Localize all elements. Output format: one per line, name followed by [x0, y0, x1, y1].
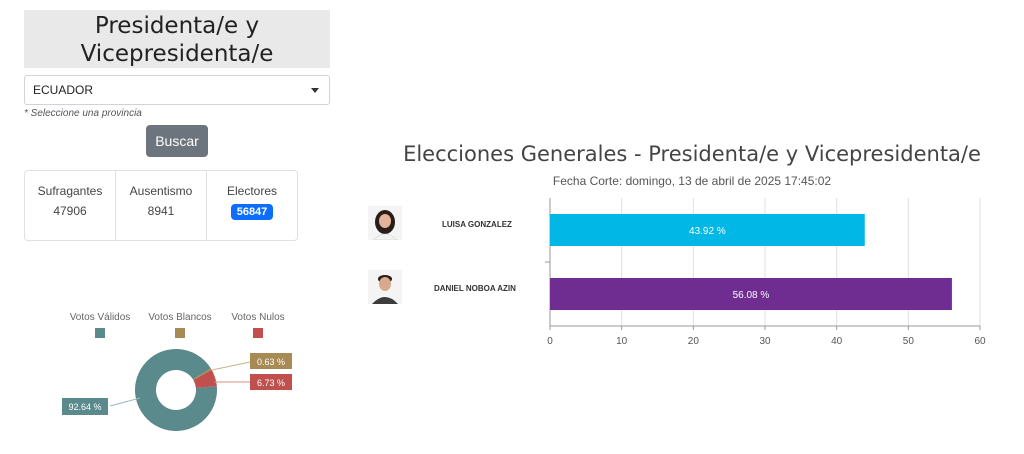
stat-ausentismo-label: Ausentismo: [129, 184, 193, 198]
legend-swatch-nulos: [253, 328, 263, 338]
x-tick-label: 10: [616, 336, 628, 347]
x-tick-label: 40: [831, 336, 843, 347]
x-tick-label: 30: [759, 336, 771, 347]
results-panel: Elecciones Generales - Presidenta/e y Vi…: [360, 130, 1024, 454]
bar-chart: 43.92 % 56.08 % 0 10 20 30 40 50 60: [545, 198, 986, 347]
x-tick-label: 20: [688, 336, 700, 347]
page-title-line-1: Presidenta/e y: [94, 13, 260, 39]
donut-label-validos-text: 92.64 %: [68, 402, 101, 412]
legend-label-blancos: Votos Blancos: [148, 312, 212, 323]
donut-label-nulos: 6.73 %: [250, 374, 292, 390]
candidate-name-daniel-noboa: DANIEL NOBOA AZIN: [434, 284, 516, 293]
callout-line-validos: [109, 397, 141, 407]
stat-sufragantes-label: Sufragantes: [37, 184, 103, 198]
stats-card: Sufragantes 47906 Ausentismo 8941 Electo…: [24, 170, 298, 241]
bar-daniel-noboa[interactable]: [550, 278, 952, 310]
legend-item-nulos[interactable]: Votos Nulos: [218, 312, 298, 338]
donut-slice-nulos[interactable]: [193, 369, 217, 389]
candidate-photo-luisa-gonzalez: [368, 206, 402, 240]
stat-sufragantes-value: 47906: [53, 204, 87, 218]
candidate-name-luisa-gonzalez: LUISA GONZALEZ: [442, 220, 512, 229]
bar-value-label-daniel-noboa: 56.08 %: [733, 290, 770, 301]
donut-slice-blancos[interactable]: [192, 368, 212, 381]
donut-label-nulos-text: 6.73 %: [257, 378, 285, 388]
x-tick-label: 60: [974, 336, 986, 347]
chart-subtitle: Fecha Corte: domingo, 13 de abril de 202…: [552, 174, 832, 188]
donut-slice-validos[interactable]: [134, 349, 217, 431]
donut-label-blancos: 0.63 %: [250, 353, 292, 369]
stat-electores: Electores 56847: [207, 171, 297, 240]
legend-label-validos: Votos Válidos: [69, 312, 131, 323]
donut-chart: 0.63 % 6.73 % 92.64 %: [62, 349, 292, 431]
x-tick-label: 50: [903, 336, 915, 347]
donut-label-validos: 92.64 %: [62, 398, 108, 415]
legend-swatch-blancos: [175, 328, 185, 338]
legend-label-nulos: Votos Nulos: [231, 312, 285, 323]
stat-electores-label: Electores: [226, 184, 278, 198]
province-select[interactable]: ECUADOR: [24, 75, 330, 105]
filter-panel: Presidenta/e y Vicepresidenta/e ECUADOR …: [0, 0, 340, 454]
callout-line-blancos: [211, 361, 251, 371]
caret-down-icon: [311, 88, 319, 93]
province-hint: * Seleccione una provincia: [24, 108, 142, 119]
page-title-line-2: Vicepresidenta/e: [80, 41, 274, 67]
page-title: Presidenta/e y Vicepresidenta/e: [24, 10, 330, 68]
stat-ausentismo-value: 8941: [147, 204, 175, 218]
province-select-value: ECUADOR: [33, 83, 94, 97]
stat-electores-badge: 56847: [230, 204, 274, 220]
chart-title: Elecciones Generales - Presidenta/e y Vi…: [403, 142, 981, 166]
legend-item-blancos[interactable]: Votos Blancos: [140, 312, 220, 338]
x-tick-label: 0: [547, 336, 553, 347]
bar-luisa-gonzalez[interactable]: [550, 214, 865, 246]
legend-swatch-validos: [95, 328, 105, 338]
donut-label-blancos-text: 0.63 %: [257, 357, 285, 367]
stat-sufragantes: Sufragantes 47906: [25, 171, 116, 240]
search-button[interactable]: Buscar: [146, 125, 208, 157]
candidate-photo-daniel-noboa: [368, 270, 402, 304]
legend-item-validos[interactable]: Votos Válidos: [60, 312, 140, 338]
bar-value-label-luisa-gonzalez: 43.92 %: [689, 226, 726, 237]
stat-ausentismo: Ausentismo 8941: [116, 171, 207, 240]
